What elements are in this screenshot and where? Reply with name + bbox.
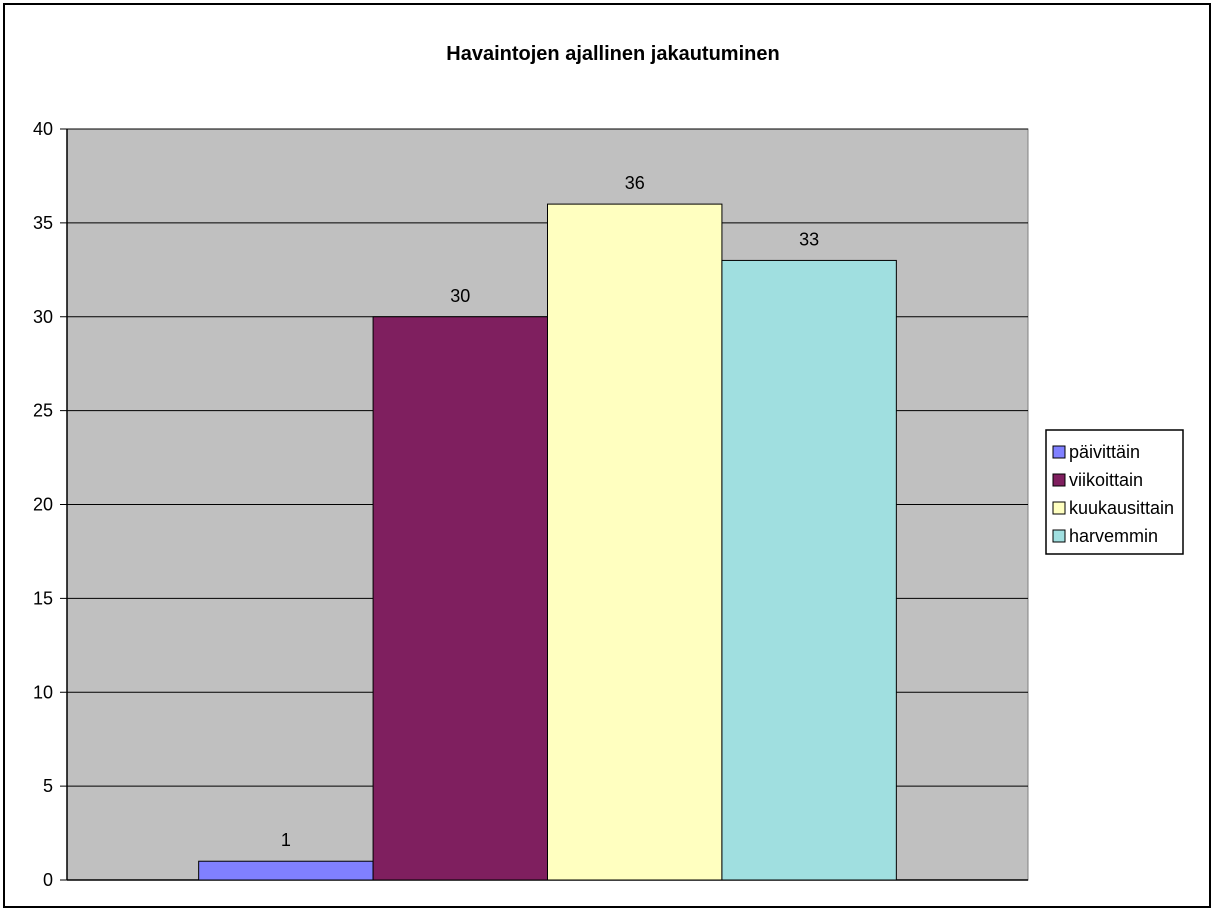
legend-box — [1045, 429, 1184, 555]
bar — [547, 203, 723, 881]
data-label: 30 — [450, 286, 470, 306]
legend-swatch — [1052, 529, 1066, 543]
data-labels: 1 30 36 33 — [281, 173, 819, 850]
data-label: 1 — [281, 830, 291, 850]
data-label: 36 — [625, 173, 645, 193]
y-tick-label: 30 — [33, 307, 53, 327]
y-tick-label: 35 — [33, 213, 53, 233]
y-tick-label: 10 — [33, 682, 53, 702]
legend-label: kuukausittain — [1069, 498, 1174, 518]
y-tick-label: 20 — [33, 495, 53, 515]
chart-title: Havaintojen ajallinen jakautuminen — [446, 43, 779, 65]
legend-label: harvemmin — [1069, 526, 1158, 546]
legend-label: päivittäin — [1069, 442, 1140, 462]
y-tick-label: 15 — [33, 588, 53, 608]
bar — [198, 860, 374, 881]
y-tick-label: 40 — [33, 119, 53, 139]
legend-swatch — [1052, 501, 1066, 515]
legend: päivittäin viikoittain kuukausittain harvem… — [1045, 429, 1184, 555]
legend-swatch — [1052, 473, 1066, 487]
data-label: 33 — [799, 229, 819, 249]
y-tick-label: 25 — [33, 401, 53, 421]
legend-label: viikoittain — [1069, 470, 1143, 490]
bars — [198, 203, 897, 881]
legend-swatch — [1052, 445, 1066, 459]
y-tick-label: 5 — [43, 776, 53, 796]
bar — [372, 316, 548, 881]
bar — [721, 259, 897, 881]
y-tick-label: 0 — [43, 870, 53, 890]
